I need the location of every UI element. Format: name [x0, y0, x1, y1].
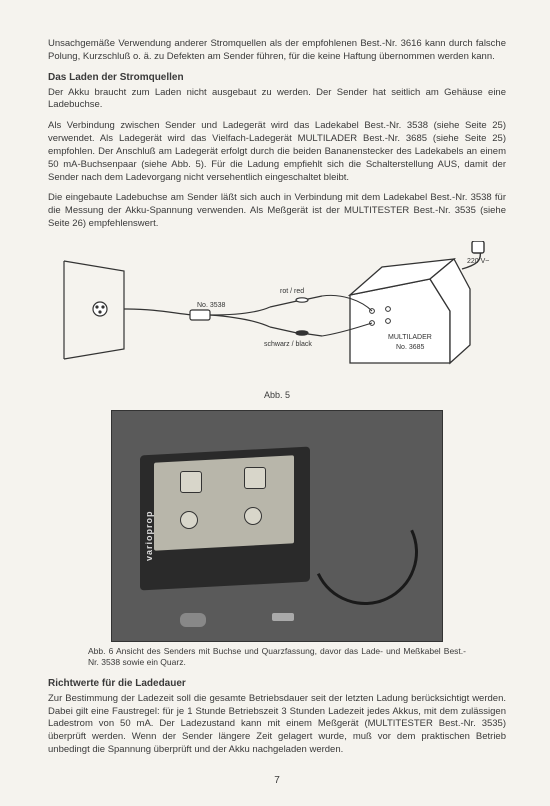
page-number: 7: [48, 775, 506, 786]
intro-paragraph: Unsachgemäße Verwendung anderer Stromque…: [48, 38, 506, 64]
section2-para1: Zur Bestimmung der Ladezeit soll die ges…: [48, 693, 506, 757]
section1-para1: Der Akku braucht zum Laden nicht ausgeba…: [48, 87, 506, 113]
section1-heading: Das Laden der Stromquellen: [48, 72, 506, 83]
page-content: Unsachgemäße Verwendung anderer Stromque…: [0, 0, 550, 806]
figure-6-caption: Abb. 6 Ansicht des Senders mit Buchse un…: [88, 646, 466, 668]
photo-device-panel: [154, 455, 294, 550]
photo-knob-2: [244, 467, 266, 489]
section2-heading: Richtwerte für die Ladedauer: [48, 678, 506, 689]
figure-6-photo: varioprop: [111, 410, 443, 642]
voltage-label: 220 V~: [467, 258, 489, 265]
photo-knob-1: [180, 471, 202, 493]
photo-cable-loop: [297, 484, 433, 620]
photo-dial-2: [244, 507, 262, 525]
device-label2: No. 3685: [396, 344, 425, 351]
figure-5-diagram: No. 3538 rot / red schwarz / black MULTI…: [48, 241, 506, 386]
cable-no-label: No. 3538: [197, 302, 226, 309]
red-label: rot / red: [280, 288, 304, 295]
section1-para2: Als Verbindung zwischen Sender und Ladeg…: [48, 120, 506, 184]
figure-5-caption: Abb. 5: [48, 390, 506, 400]
section1-para3: Die eingebaute Ladebuchse am Sender läßt…: [48, 192, 506, 230]
photo-side-label: varioprop: [144, 510, 154, 561]
photo-dial-1: [180, 511, 198, 529]
photo-small-part: [272, 613, 294, 621]
black-label: schwarz / black: [264, 341, 312, 348]
device-label1: MULTILADER: [388, 334, 432, 341]
wiring-diagram-svg: No. 3538 rot / red schwarz / black MULTI…: [62, 241, 492, 381]
photo-connector: [180, 613, 206, 627]
